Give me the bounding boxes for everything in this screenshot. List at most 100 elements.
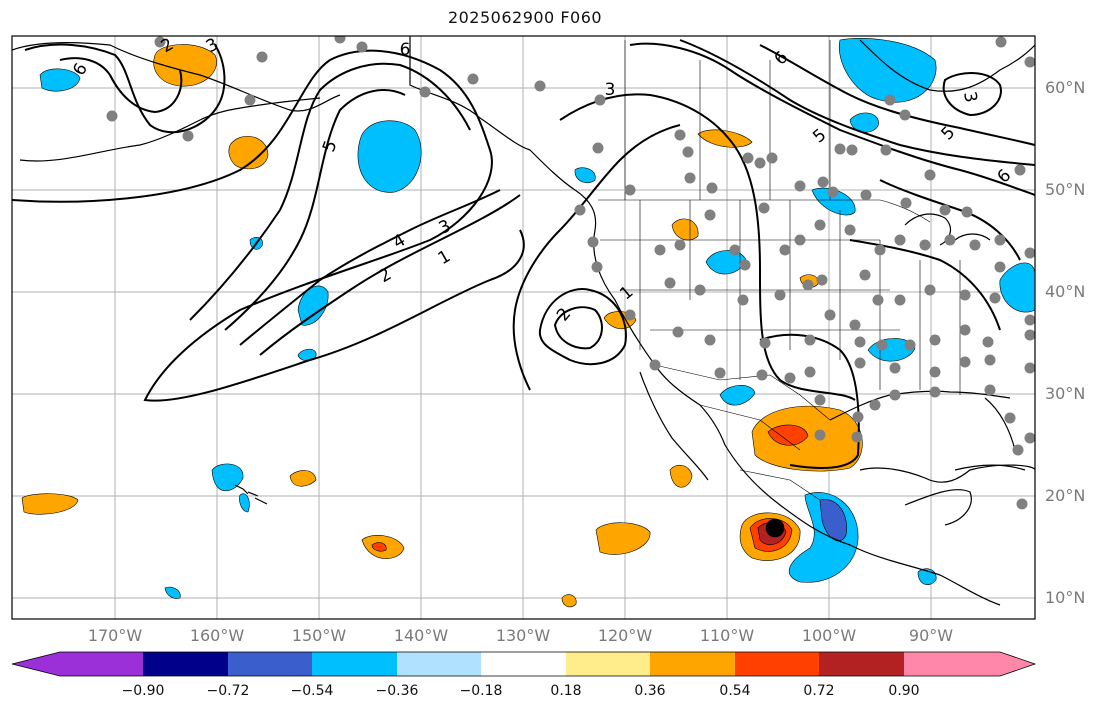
station-dot [106, 110, 118, 122]
colorbar-tick: −0.90 [121, 683, 165, 699]
contour-line [512, 124, 681, 391]
lon-label: 140°W [393, 626, 449, 645]
station-dot [919, 239, 931, 251]
state-lines [600, 200, 961, 395]
station-dot [929, 386, 941, 398]
colorbar-tick: 0.36 [634, 683, 666, 699]
colorbar-frame [11, 651, 1037, 677]
station-dot [961, 206, 973, 218]
station-dot [649, 359, 661, 371]
station-dot [1024, 329, 1035, 341]
station-dot [984, 384, 996, 396]
station-dot [706, 182, 718, 194]
colorbar-segment [481, 652, 566, 676]
contour-line [259, 194, 521, 356]
station-dot [929, 334, 941, 346]
colorbar-segment [819, 652, 904, 676]
shade-positive-0.36 [21, 493, 79, 515]
contour-line [12, 49, 525, 402]
station-dot [899, 109, 911, 121]
lat-label: 30°N [1045, 384, 1086, 403]
yucatan [904, 489, 972, 526]
shade-negative-0.54 [999, 262, 1035, 313]
station-dot [939, 204, 951, 216]
station-dot [1024, 314, 1035, 326]
contour-line [224, 89, 406, 331]
station-dot [889, 362, 901, 374]
colorbar-segment [397, 652, 481, 676]
station-dot [624, 184, 636, 196]
mexico-states [699, 404, 821, 501]
shade-negative-0.54 [211, 463, 244, 492]
canada-provinces [624, 40, 831, 200]
shade-negative-0.54 [811, 187, 856, 216]
station-dot [959, 324, 971, 336]
shade-negative-0.54 [574, 167, 596, 183]
lat-label: 10°N [1045, 588, 1086, 607]
colorbar-tick: −0.18 [459, 683, 503, 699]
station-dot [924, 284, 936, 296]
station-dot [758, 202, 770, 214]
station-dot [944, 234, 956, 246]
shade-negative-0.54 [719, 385, 756, 406]
station-dot [844, 224, 856, 236]
station-dot [244, 94, 256, 106]
station-dot [889, 389, 901, 401]
station-dot [869, 399, 881, 411]
station-dot [817, 176, 829, 188]
contour-line [59, 57, 183, 114]
station-dot [1024, 247, 1035, 259]
shade-positive-0.36 [595, 522, 651, 555]
station-dot [1004, 412, 1016, 424]
station-dot [814, 219, 826, 231]
station-dot [591, 261, 603, 273]
station-dot [884, 94, 896, 106]
lon-label: 160°W [189, 626, 245, 645]
shade-negative-0.54 [297, 285, 329, 326]
station-dot [995, 36, 1007, 48]
station-dot [994, 261, 1006, 273]
station-dot [737, 294, 749, 306]
station-dot [1024, 56, 1035, 68]
shade-positive-0.54 [767, 424, 809, 446]
contour-line [679, 39, 1035, 166]
colorbar-tick: 0.54 [719, 683, 751, 699]
colorbar-tick: −0.54 [290, 683, 334, 699]
lat-label: 50°N [1045, 180, 1086, 199]
contour-line [942, 72, 1002, 117]
station-dot [854, 336, 866, 348]
station-dot [924, 169, 936, 181]
contour-line [189, 62, 471, 321]
coastline-alaska-west [12, 41, 341, 112]
colorbar-tick: 0.90 [888, 683, 920, 699]
colorbar-segment [228, 652, 312, 676]
station-dot [824, 309, 836, 321]
station-dot [874, 244, 886, 256]
storm-center-marker [765, 518, 785, 538]
contour-line [559, 93, 856, 401]
station-dot [994, 234, 1006, 246]
station-dot [759, 337, 771, 349]
station-dot [774, 289, 786, 301]
lat-label: 60°N [1045, 78, 1086, 97]
station-dot [872, 294, 884, 306]
station-dot [534, 80, 546, 92]
contour-label: 3 [605, 80, 616, 100]
station-dot [959, 289, 971, 301]
shade-positive-0.36 [751, 405, 863, 472]
shade-negative-0.54 [164, 586, 181, 599]
colorbar-tick: −0.36 [375, 683, 419, 699]
shade-negative-0.72 [819, 499, 847, 542]
contour-line [759, 333, 860, 469]
station-dot [754, 157, 766, 169]
lon-label: 90°W [908, 626, 954, 645]
station-dot [694, 284, 706, 296]
station-dot [804, 334, 816, 346]
station-dot [684, 172, 696, 184]
station-dot [704, 334, 716, 346]
station-dot [852, 411, 864, 423]
station-dot [704, 209, 716, 221]
lon-label: 110°W [699, 626, 755, 645]
contour-label: 3 [959, 90, 981, 104]
